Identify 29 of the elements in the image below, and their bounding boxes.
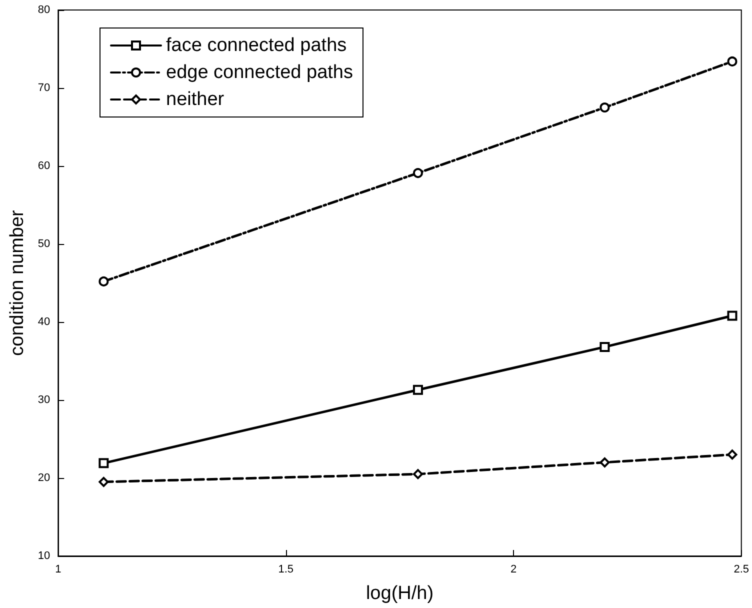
- legend-label: face connected paths: [166, 35, 347, 56]
- point: [412, 469, 423, 480]
- point: [600, 457, 610, 468]
- point: [98, 458, 109, 468]
- y-tick-label: 30: [38, 394, 50, 406]
- point: [600, 342, 610, 352]
- point: [412, 384, 423, 395]
- y-tick-label: 50: [38, 238, 50, 250]
- y-tick-label: 60: [38, 160, 50, 172]
- x-tick-label: 2.5: [734, 564, 750, 576]
- point: [98, 276, 109, 286]
- point: [412, 168, 423, 178]
- point: [727, 450, 738, 460]
- point: [727, 310, 738, 321]
- x-tick-label: 1: [55, 564, 62, 576]
- y-tick-label: 70: [38, 82, 50, 94]
- x-tick-label: 1.5: [278, 564, 294, 576]
- point: [98, 476, 109, 487]
- y-axis-title: condition number: [7, 209, 28, 356]
- x-axis-title: log(H/h): [366, 583, 434, 604]
- legend-label: neither: [166, 89, 225, 110]
- y-tick-label: 20: [38, 472, 50, 484]
- x-tick-label: 2: [510, 564, 517, 576]
- y-tick-label: 40: [38, 316, 50, 328]
- point: [600, 102, 610, 112]
- legend-label: edge connected paths: [166, 62, 353, 83]
- y-tick-label: 10: [38, 550, 50, 562]
- y-tick-label: 80: [38, 4, 50, 16]
- point: [727, 56, 738, 66]
